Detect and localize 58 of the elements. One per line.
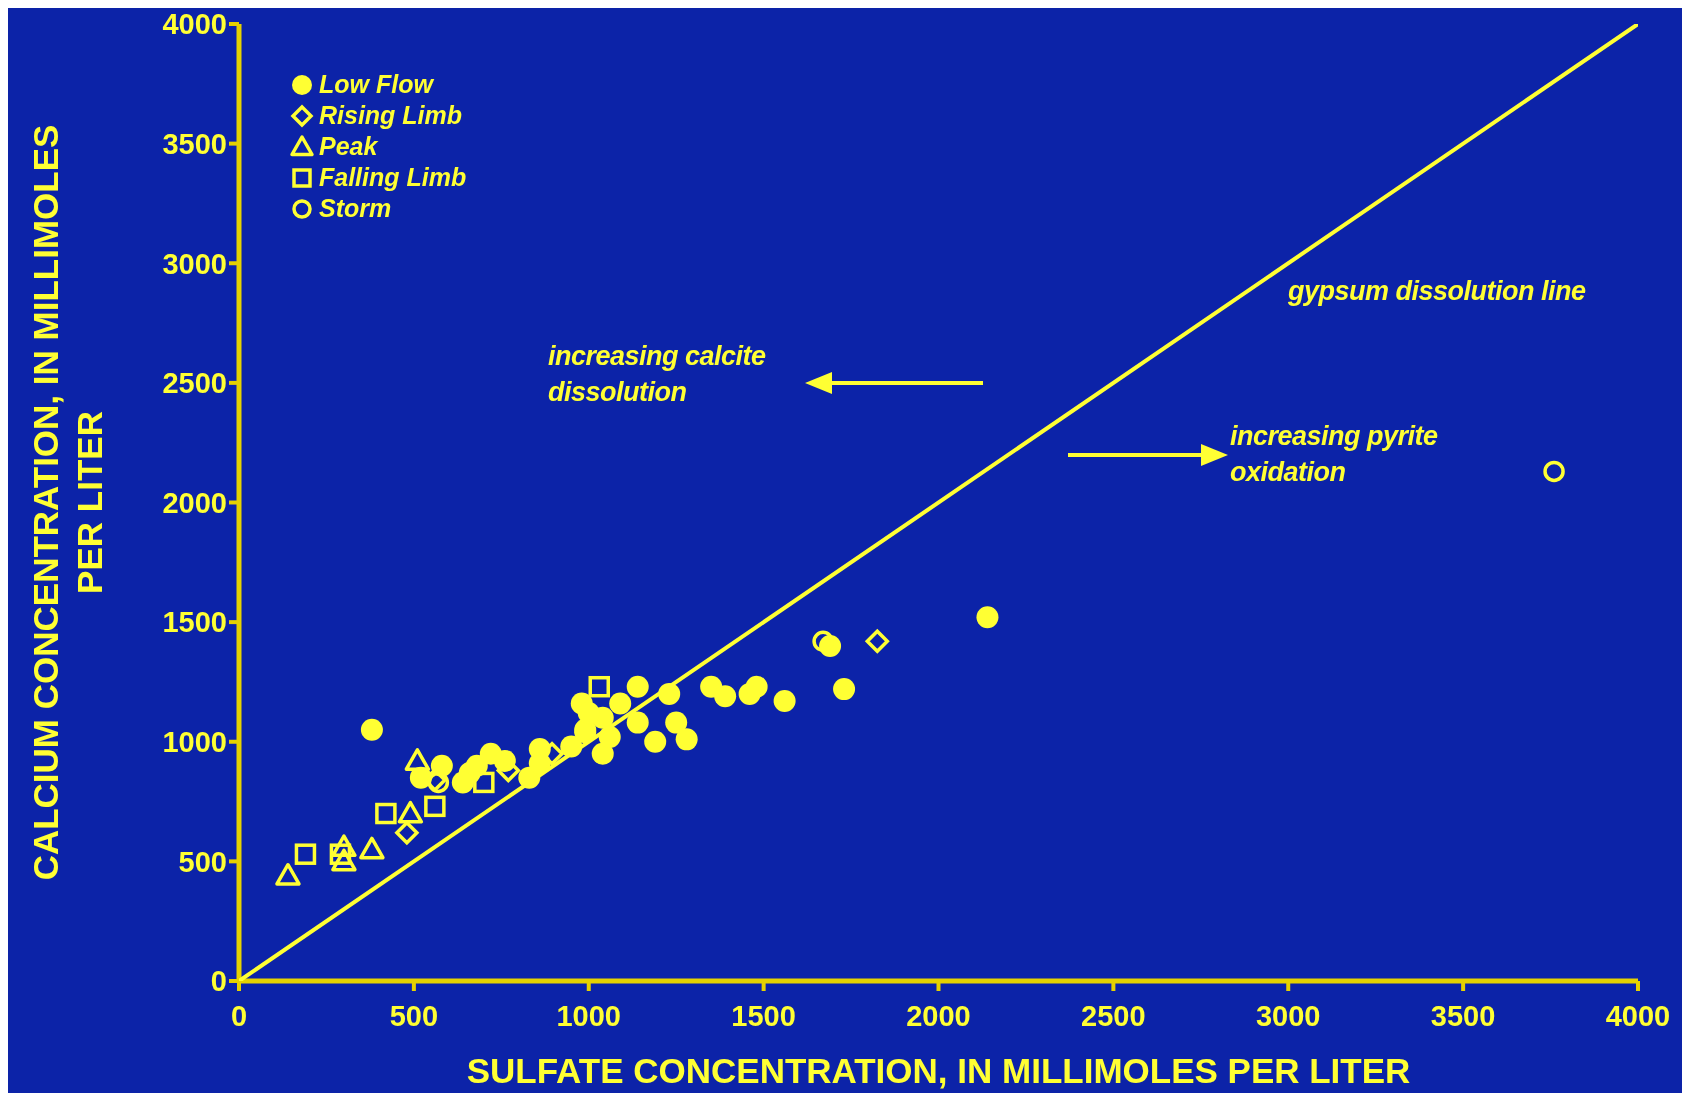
annotation: increasing pyrite oxidation — [1230, 420, 1439, 489]
point — [451, 771, 474, 794]
point — [294, 843, 317, 865]
y-tick-label: 1500 — [162, 606, 227, 639]
point — [644, 730, 667, 753]
x-tick-label: 3500 — [1430, 999, 1496, 1032]
y-tick-label: 3000 — [162, 247, 227, 280]
point — [424, 795, 446, 818]
legend-label: Peak — [319, 131, 378, 162]
point — [331, 834, 357, 858]
point — [714, 685, 737, 708]
legend-label: Rising Limb — [319, 100, 463, 131]
y-tick-label: 1000 — [162, 726, 227, 759]
point — [588, 675, 610, 698]
point — [1543, 460, 1565, 483]
point — [404, 748, 431, 771]
annotation: increasing calcite dissolution — [548, 340, 767, 409]
point — [833, 678, 856, 701]
point — [865, 629, 890, 654]
y-tick-label: 2000 — [162, 486, 227, 519]
y-tick-label: 3500 — [162, 127, 227, 160]
point — [473, 771, 495, 794]
y-tick-label: 2500 — [162, 367, 227, 400]
point — [976, 606, 999, 629]
x-tick-label: 2000 — [906, 999, 971, 1032]
x-tick-label: 1500 — [731, 999, 796, 1032]
annotation: gypsum dissolution line — [1288, 275, 1587, 308]
legend-label: Low Flow — [319, 69, 433, 100]
legend-label: Falling Limb — [319, 162, 467, 193]
x-tick-label: 3000 — [1255, 999, 1321, 1032]
y-axis-title: CALCIUM CONCENTRATION, IN MILLIMOLES PER LITER — [26, 124, 109, 881]
point — [331, 848, 357, 872]
point — [375, 802, 397, 825]
y-tick-label: 500 — [178, 845, 227, 878]
x-tick-label: 0 — [230, 999, 248, 1032]
point — [812, 630, 834, 653]
point — [665, 711, 688, 734]
point — [675, 728, 698, 751]
point — [275, 862, 301, 886]
point — [591, 742, 614, 765]
point — [577, 702, 600, 725]
point — [397, 800, 424, 824]
legend-label: Storm — [319, 193, 392, 224]
point — [626, 711, 649, 734]
x-tick-label: 2500 — [1081, 999, 1146, 1032]
point — [360, 718, 383, 741]
point — [329, 843, 352, 865]
point — [626, 675, 649, 698]
x-tick-label: 500 — [389, 999, 439, 1032]
point — [773, 690, 796, 713]
x-tick-label: 1000 — [556, 999, 622, 1032]
point — [359, 836, 385, 860]
x-axis-title: SULFATE CONCENTRATION, IN MILLIMOLES PER LITER — [466, 1051, 1411, 1090]
y-tick-label: 0 — [210, 965, 227, 998]
point — [745, 675, 768, 698]
y-tick-label: 4000 — [162, 8, 227, 41]
point — [609, 692, 632, 715]
x-tick-label: 4000 — [1605, 999, 1671, 1032]
